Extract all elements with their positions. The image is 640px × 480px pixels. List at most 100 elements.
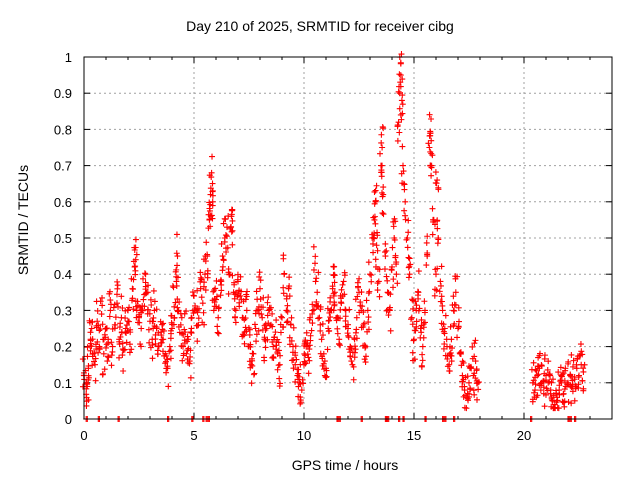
data-point	[557, 377, 564, 384]
data-point	[229, 241, 236, 248]
data-point	[254, 307, 261, 314]
data-point	[393, 259, 400, 266]
data-point	[533, 394, 540, 401]
data-point	[204, 274, 211, 281]
data-point	[577, 341, 584, 348]
data-point	[105, 340, 112, 347]
data-point	[120, 347, 127, 354]
data-point	[312, 253, 319, 260]
data-point	[308, 327, 315, 334]
data-point	[210, 307, 217, 314]
y-tick-label: 0.6	[54, 195, 72, 210]
x-axis-label: GPS time / hours	[291, 457, 399, 473]
data-point	[376, 293, 383, 300]
data-point	[541, 355, 548, 362]
data-point	[292, 352, 299, 359]
data-point	[114, 285, 121, 292]
data-point	[85, 396, 92, 403]
data-point	[103, 325, 110, 332]
data-point	[565, 399, 572, 406]
data-point	[99, 371, 106, 378]
data-point	[248, 380, 255, 387]
data-point	[136, 313, 143, 320]
data-point	[170, 284, 177, 291]
data-point	[209, 153, 216, 160]
data-point	[249, 350, 256, 357]
data-point	[326, 327, 333, 334]
data-point	[405, 217, 412, 224]
data-point	[173, 273, 180, 280]
data-point	[424, 251, 431, 258]
data-point	[242, 324, 249, 331]
data-point	[232, 307, 239, 314]
data-point	[442, 312, 449, 319]
data-point	[183, 308, 190, 315]
data-point	[150, 314, 157, 321]
data-point	[164, 356, 171, 363]
data-point	[309, 310, 316, 317]
data-point	[561, 386, 568, 393]
data-point	[261, 357, 268, 364]
data-point	[379, 162, 386, 169]
data-point	[429, 231, 436, 238]
data-point	[317, 306, 324, 313]
data-point	[555, 405, 562, 412]
data-point	[416, 305, 423, 312]
data-point	[351, 343, 358, 350]
data-point	[203, 239, 210, 246]
data-point	[327, 294, 334, 301]
x-tick-label: 10	[297, 428, 311, 443]
data-point	[94, 307, 101, 314]
data-point	[262, 321, 269, 328]
data-point	[182, 329, 189, 336]
data-point	[447, 323, 454, 330]
data-point	[123, 339, 130, 346]
data-point	[279, 314, 285, 321]
data-point	[474, 396, 481, 403]
data-point	[390, 284, 397, 291]
data-point	[274, 366, 281, 373]
data-point	[426, 144, 433, 151]
data-point	[107, 297, 114, 304]
data-point	[313, 275, 320, 282]
data-point	[339, 281, 346, 288]
data-point	[380, 211, 387, 218]
data-point	[94, 338, 101, 345]
data-point	[120, 368, 127, 375]
data-point	[115, 303, 122, 310]
data-point	[262, 344, 269, 351]
data-point	[432, 266, 439, 273]
data-point	[247, 343, 254, 350]
data-point	[362, 344, 369, 351]
data-point	[472, 375, 479, 382]
data-point	[197, 269, 204, 276]
data-point	[334, 330, 341, 337]
data-point	[448, 358, 455, 365]
data-point	[418, 329, 425, 336]
data-point	[337, 342, 344, 349]
data-point	[258, 311, 265, 318]
data-point	[417, 325, 424, 332]
data-point	[441, 330, 448, 337]
data-point	[330, 307, 337, 314]
data-point	[386, 304, 393, 311]
data-point	[92, 361, 98, 368]
data-point	[380, 184, 387, 191]
data-point	[126, 318, 133, 325]
data-point	[264, 299, 271, 306]
gridlines	[84, 57, 612, 419]
data-point	[544, 366, 551, 373]
data-point	[575, 374, 582, 381]
data-point	[541, 403, 548, 410]
data-point	[126, 349, 133, 356]
data-point	[402, 212, 409, 219]
data-point	[371, 213, 378, 220]
data-point	[149, 355, 156, 362]
data-point	[209, 180, 216, 187]
data-point	[286, 274, 293, 281]
data-point	[174, 304, 181, 311]
data-point	[374, 247, 381, 254]
data-point	[232, 319, 239, 326]
data-point	[213, 293, 220, 300]
data-point	[307, 337, 314, 344]
